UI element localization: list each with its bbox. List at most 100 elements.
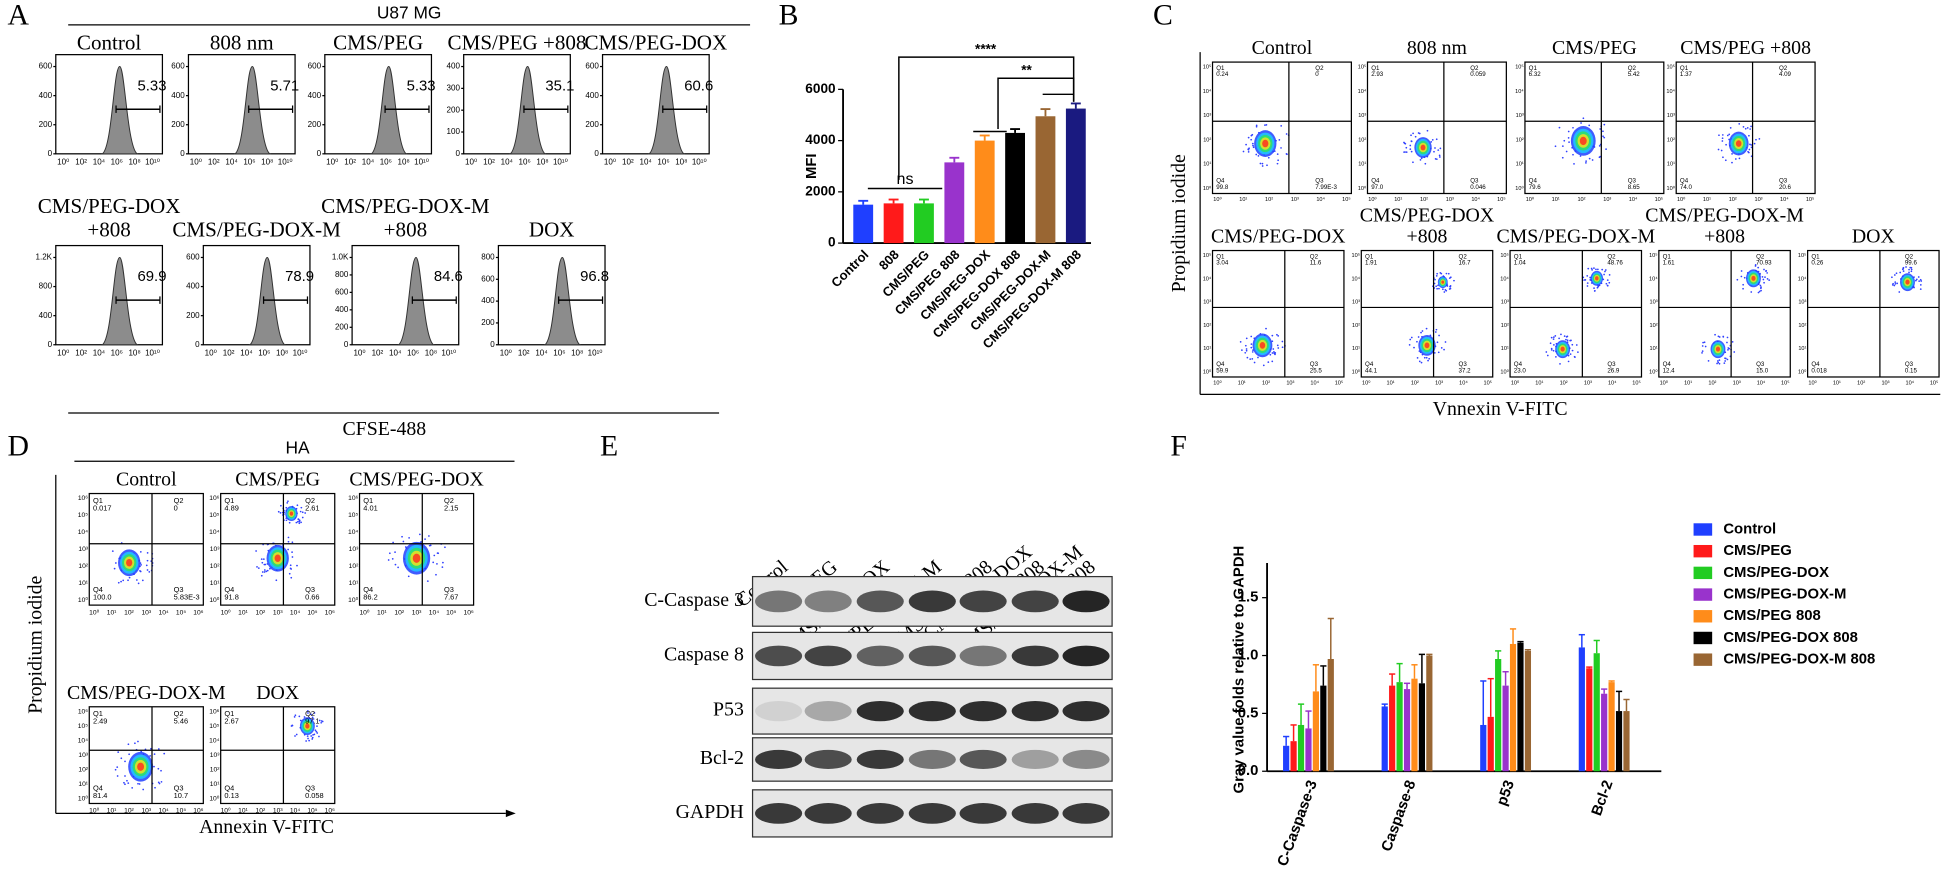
x-tick-label: 10⁵ <box>1806 196 1815 203</box>
y-tick-label: 10³ <box>349 546 359 553</box>
blot-band <box>959 749 1007 770</box>
x-tick-label: 10⁰ <box>604 158 616 167</box>
plot-title: CMS/PEG-DOX-M <box>1496 226 1655 248</box>
event-dot <box>1245 337 1248 340</box>
y-tick-label: 10⁴ <box>1203 275 1212 282</box>
event-dot <box>1908 271 1910 274</box>
event-dot <box>1414 135 1417 138</box>
event-dot <box>1410 140 1413 142</box>
y-tick-label: 200 <box>335 322 349 331</box>
quadrant-label: Q1 <box>1663 253 1672 260</box>
blot-band <box>908 645 956 667</box>
y-tick-label: 0 <box>195 340 200 349</box>
event-dot <box>318 719 321 722</box>
x-tick-label: 10⁴ <box>1780 196 1789 203</box>
event-dot <box>1276 162 1279 165</box>
y-tick-label: 10⁴ <box>78 529 88 536</box>
y-tick-label: 600 <box>335 288 349 297</box>
event-dot <box>1409 338 1412 341</box>
event-dot <box>1605 148 1607 151</box>
event-dot <box>1251 357 1254 360</box>
event-dot <box>265 570 268 573</box>
x-tick-label: 10⁴ <box>1310 380 1319 387</box>
event-dot <box>134 742 136 745</box>
blot-band <box>804 590 852 613</box>
event-dot <box>1726 341 1728 344</box>
y-tick-label: 300 <box>447 83 461 92</box>
blot-band <box>1062 701 1110 722</box>
bar <box>1524 650 1532 772</box>
event-dot <box>1239 341 1242 343</box>
event-dot <box>1439 147 1442 150</box>
density-contour <box>126 558 133 567</box>
event-dot <box>1604 270 1606 273</box>
y-tick-label: 10¹ <box>1501 346 1509 352</box>
blot-band <box>1062 749 1110 770</box>
bar <box>1593 653 1600 772</box>
event-dot <box>437 552 440 555</box>
event-dot <box>294 714 297 717</box>
event-dot <box>287 540 290 543</box>
bar <box>1623 711 1630 772</box>
event-dot <box>1586 285 1589 287</box>
event-dot <box>1565 150 1568 153</box>
event-dot <box>1726 134 1729 137</box>
quadrant-value: 0.26 <box>1811 260 1824 267</box>
event-dot <box>1724 360 1727 362</box>
event-dot <box>1242 150 1245 153</box>
event-dot <box>1563 335 1566 337</box>
y-tick-label: 1.2K <box>36 253 53 262</box>
plot-title: CMS/PEG-DOX <box>1211 226 1345 248</box>
event-dot <box>432 561 435 564</box>
y-tick-label: 10⁰ <box>1358 185 1367 192</box>
x-tick-label: 10⁰ <box>326 158 338 167</box>
quadrant-value: 86.2 <box>363 593 377 602</box>
plot-title: CMS/PEG-DOX-M <box>67 682 226 704</box>
x-tick-label: 10⁰ <box>1368 196 1377 203</box>
group-title: U87 MG <box>377 2 442 22</box>
quadrant-value: 0.15 <box>1905 367 1918 374</box>
y-tick-label: 10¹ <box>1352 346 1360 352</box>
event-dot <box>1276 344 1279 347</box>
event-dot <box>1601 268 1604 271</box>
quadrant-label: Q1 <box>1365 253 1374 260</box>
event-dot <box>1701 350 1704 352</box>
blot-band <box>856 701 904 722</box>
event-dot <box>1552 338 1555 340</box>
y-tick-label: 10¹ <box>1798 346 1806 352</box>
x-tick-label: 10² <box>1708 381 1716 387</box>
density-contour <box>412 553 421 563</box>
event-dot <box>1244 344 1247 347</box>
event-dot <box>1586 282 1589 284</box>
x-tick-label: 10¹ <box>1535 381 1543 387</box>
event-dot <box>1731 152 1733 155</box>
density-contour <box>1262 139 1269 148</box>
event-dot <box>1718 359 1721 361</box>
quadrant-value: 59.9 <box>1216 367 1229 374</box>
y-tick-label: 10⁵ <box>209 723 219 730</box>
y-tick-label: 10⁰ <box>348 596 358 604</box>
y-tick-label: 600 <box>481 274 495 283</box>
blot-band <box>959 590 1007 613</box>
event-dot <box>444 546 446 549</box>
histogram-peak <box>647 66 686 155</box>
event-dot <box>1716 360 1719 362</box>
y-tick-label: 600 <box>39 62 53 71</box>
event-dot <box>1764 276 1766 278</box>
density-contour <box>1560 346 1565 352</box>
event-dot <box>1718 362 1721 365</box>
event-dot <box>128 576 131 579</box>
event-dot <box>320 721 323 724</box>
y-tick-label: 200 <box>308 120 322 129</box>
event-dot <box>1717 335 1720 338</box>
y-tick-label: 10¹ <box>1667 162 1675 168</box>
event-dot <box>111 550 114 552</box>
event-dot <box>1728 347 1731 350</box>
event-dot <box>301 511 304 514</box>
quadrant-label: Q4 <box>1371 178 1380 185</box>
y-tick-label: 600 <box>308 62 322 71</box>
plot-title: Control <box>1252 37 1313 59</box>
y-tick-label: 10³ <box>1203 300 1211 306</box>
event-dot <box>311 738 314 740</box>
x-tick-label: 10⁸ <box>675 158 687 167</box>
